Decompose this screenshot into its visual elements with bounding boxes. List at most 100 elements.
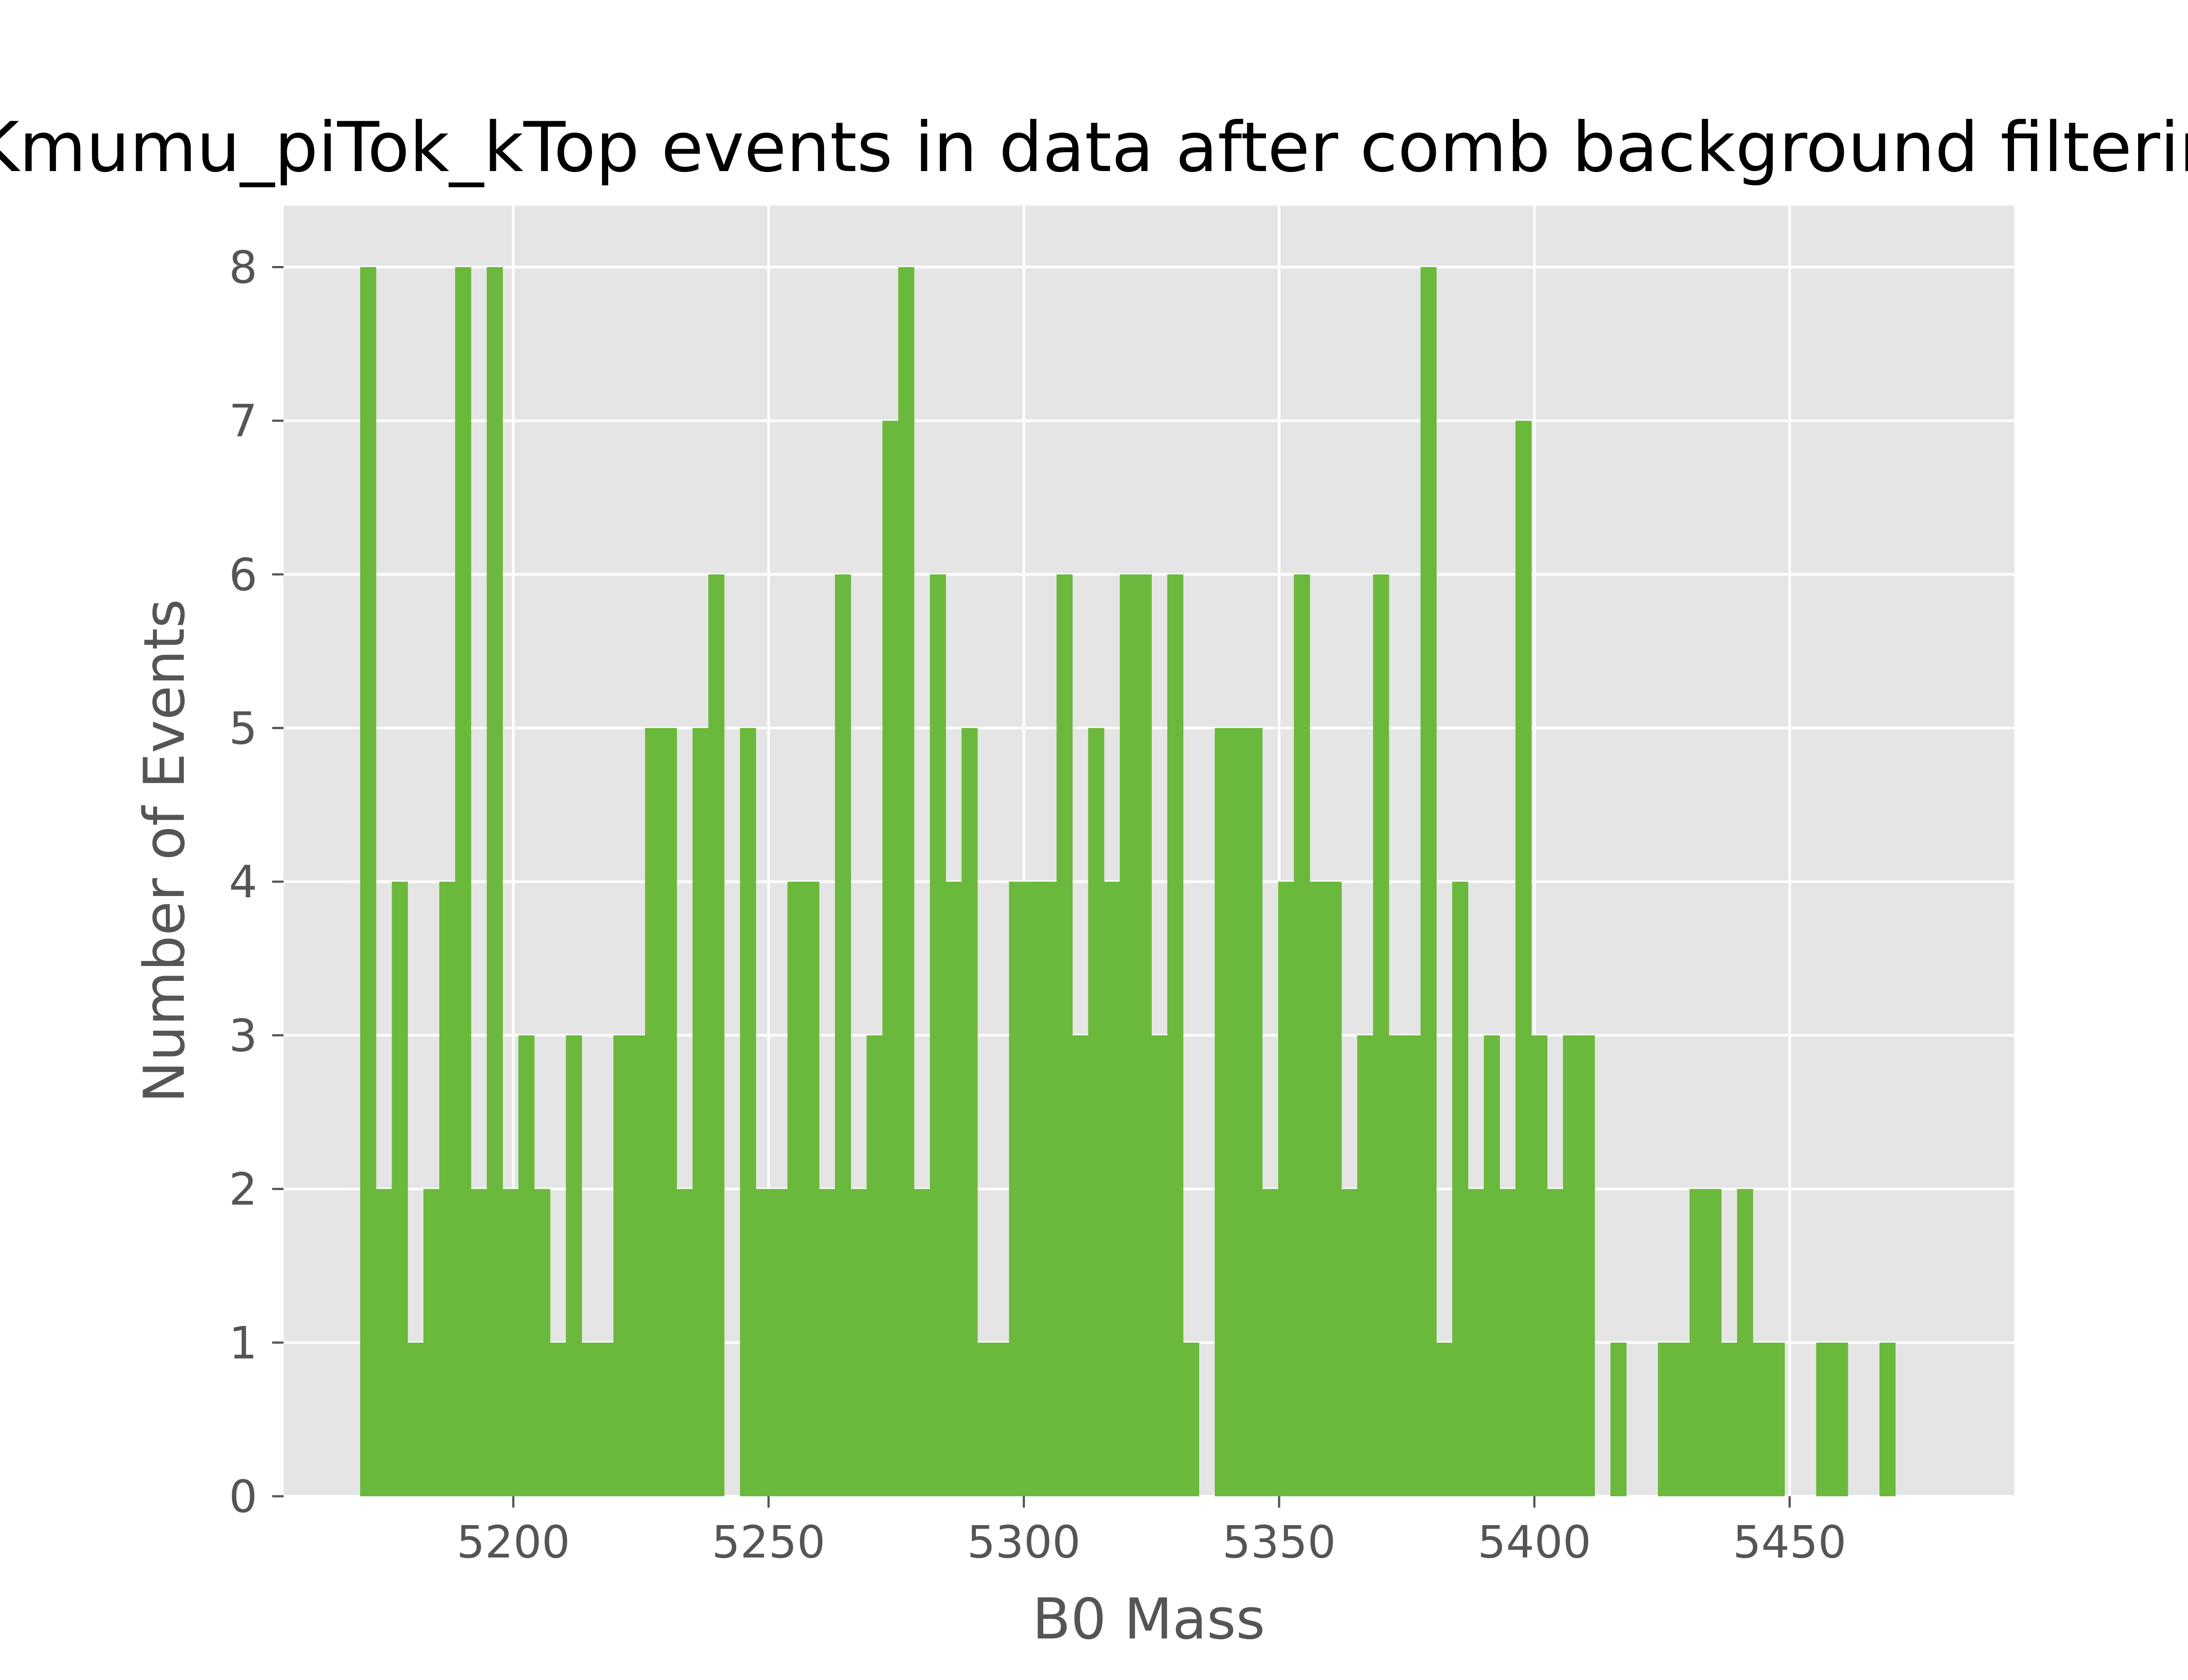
histogram-bar: [1832, 1342, 1848, 1496]
histogram-bar: [487, 267, 503, 1497]
histogram-bar: [1658, 1342, 1674, 1496]
histogram-bar: [1563, 1035, 1579, 1496]
histogram-bar: [1104, 882, 1120, 1496]
histogram-bar: [692, 728, 709, 1496]
histogram-bar: [1072, 1035, 1089, 1496]
y-tick-label: 1: [229, 1317, 257, 1369]
histogram-bar: [1737, 1189, 1753, 1496]
histogram-bar: [1578, 1035, 1595, 1496]
histogram-bar: [771, 1189, 788, 1496]
histogram-bar: [376, 1189, 392, 1496]
y-tick-label: 4: [229, 856, 257, 908]
histogram-bar: [1515, 420, 1532, 1496]
y-tick-label: 5: [229, 703, 257, 755]
x-tick-label: 5250: [712, 1516, 826, 1568]
y-axis-ticks: 0 1 2 3 4 5 6 7 8: [229, 242, 284, 1523]
histogram-bar: [597, 1342, 614, 1496]
histogram-bar: [1310, 882, 1326, 1496]
histogram-bar: [1262, 1189, 1279, 1496]
y-tick-label: 0: [229, 1471, 257, 1523]
histogram-bar: [407, 1342, 424, 1496]
histogram-bar: [1231, 728, 1247, 1496]
histogram-bar: [1610, 1342, 1627, 1496]
y-tick-label: 7: [229, 396, 257, 448]
histogram-bar: [439, 882, 456, 1496]
histogram-bar: [1056, 574, 1073, 1496]
histogram-bar: [566, 1035, 582, 1496]
histogram-bar: [977, 1342, 994, 1496]
histogram-bar: [1705, 1189, 1722, 1496]
histogram-bar: [756, 1189, 772, 1496]
histogram-bar: [835, 574, 851, 1496]
x-tick-label: 5200: [456, 1516, 570, 1568]
histogram-bar: [1167, 574, 1184, 1496]
histogram-bar: [1468, 1189, 1484, 1496]
histogram-bar: [1120, 574, 1136, 1496]
y-axis-label: Number of Events: [132, 599, 197, 1103]
x-tick-label: 5300: [967, 1516, 1081, 1568]
histogram-bar: [1215, 728, 1231, 1496]
histogram-bar: [1025, 882, 1041, 1496]
histogram-bar: [1009, 882, 1025, 1496]
histogram-bar: [392, 882, 408, 1496]
histogram-bar: [1041, 882, 1057, 1496]
histogram-bar: [1547, 1189, 1564, 1496]
x-axis-label: B0 Mass: [1032, 1587, 1265, 1652]
histogram-bar: [740, 728, 756, 1496]
histogram-bar: [1136, 574, 1152, 1496]
histogram-bar: [1294, 574, 1310, 1496]
histogram-bar: [360, 267, 376, 1497]
histogram-bar: [1531, 1035, 1548, 1496]
histogram-bar: [471, 1189, 487, 1496]
histogram-bar: [803, 882, 820, 1496]
histogram-bar: [961, 728, 978, 1496]
histogram-bar: [1753, 1342, 1769, 1496]
histogram-bar: [1690, 1189, 1706, 1496]
x-axis-ticks: 5200 5250 5300 5350 5400 5450: [456, 1496, 1846, 1568]
y-tick-label: 6: [229, 549, 257, 601]
y-tick-label: 3: [229, 1010, 257, 1062]
histogram-bar: [645, 728, 661, 1496]
histogram-bar: [1500, 1189, 1516, 1496]
histogram-bar: [629, 1035, 645, 1496]
histogram-bar: [882, 420, 899, 1496]
x-tick-label: 5350: [1222, 1516, 1336, 1568]
histogram-bar: [1278, 882, 1294, 1496]
histogram-bar: [1483, 1035, 1500, 1496]
histogram-bar: [898, 267, 915, 1497]
histogram-bar: [613, 1035, 630, 1496]
histogram-bar: [851, 1189, 867, 1496]
histogram-bar: [1420, 267, 1437, 1497]
histogram-bar: [534, 1189, 551, 1496]
histogram-bar: [1357, 1035, 1374, 1496]
histogram-bar: [787, 882, 804, 1496]
histogram-bar: [946, 882, 962, 1496]
x-tick-label: 5450: [1733, 1516, 1847, 1568]
histogram-bar: [1151, 1035, 1168, 1496]
histogram-bar: [1246, 728, 1263, 1496]
histogram-bar: [819, 1189, 835, 1496]
histogram-bar: [1879, 1342, 1896, 1496]
histogram-bar: [1721, 1342, 1738, 1496]
histogram-bar: [455, 267, 471, 1497]
histogram-bar: [1816, 1342, 1833, 1496]
histogram-bar: [1768, 1342, 1785, 1496]
histogram-bar: [1183, 1342, 1199, 1496]
histogram-bar: [1373, 574, 1389, 1496]
histogram-bar: [866, 1035, 883, 1496]
histogram-bar: [423, 1189, 440, 1496]
histogram-bar: [1452, 882, 1469, 1496]
histogram-bar: [582, 1342, 598, 1496]
histogram-bar: [1088, 728, 1105, 1496]
histogram-bar: [1405, 1035, 1421, 1496]
histogram-bar: [1673, 1342, 1690, 1496]
x-tick-label: 5400: [1478, 1516, 1592, 1568]
histogram-bars: [360, 267, 1896, 1497]
histogram-bar: [708, 574, 725, 1496]
histogram-bar: [930, 574, 946, 1496]
histogram-bar: [550, 1342, 566, 1496]
histogram-bar: [502, 1189, 519, 1496]
histogram-bar: [914, 1189, 930, 1496]
histogram-bar: [1389, 1035, 1405, 1496]
histogram-bar: [518, 1035, 535, 1496]
